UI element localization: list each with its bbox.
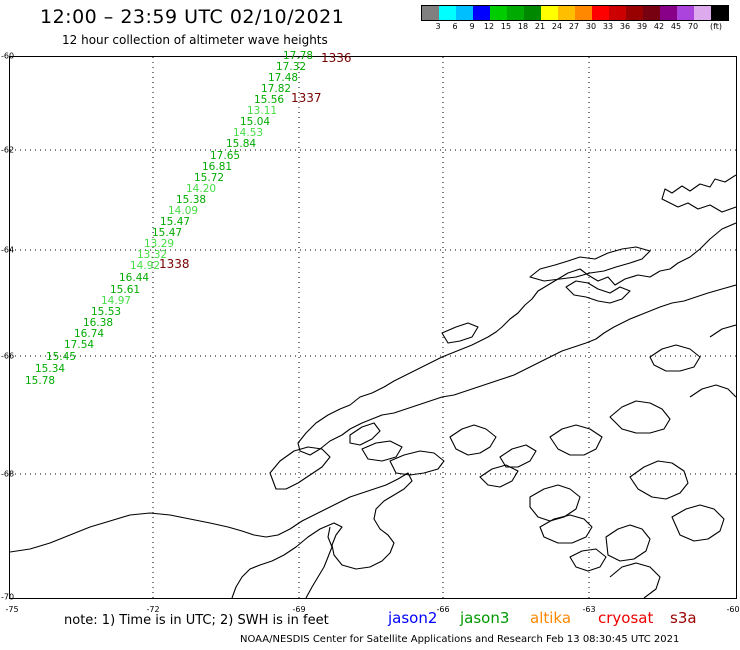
legend-tick-label: 39	[636, 22, 648, 31]
legend-tick-label: 33	[602, 22, 614, 31]
latitude-label: -68	[1, 469, 15, 479]
legend-tick-label: 6	[452, 22, 458, 31]
units-note: note: 1) Time is in UTC; 2) SWH is in fe…	[64, 613, 329, 628]
color-scale-legend	[421, 5, 729, 21]
longitude-label: -69	[292, 605, 306, 614]
legend-tick-label: 3	[435, 22, 441, 31]
swh-observation-label: 16.44	[119, 272, 150, 284]
swh-observation-label: 16.38	[83, 317, 114, 329]
longitude-label: -72	[146, 605, 160, 614]
swh-observation-label: 16.81	[202, 161, 233, 173]
legend-swatch	[439, 6, 456, 20]
longitude-label: -66	[436, 605, 450, 614]
coastline	[10, 174, 736, 598]
swh-observation-label: 15.72	[194, 172, 225, 184]
legend-swatch	[592, 6, 609, 20]
legend-swatch	[507, 6, 524, 20]
legend-swatch	[694, 6, 711, 20]
legend-swatch	[660, 6, 677, 20]
swh-observation-label: 14.20	[186, 183, 217, 195]
legend-tick-label: 27	[568, 22, 580, 31]
legend-swatch	[711, 6, 728, 20]
legend-swatch	[524, 6, 541, 20]
swh-observation-label: 17.65	[210, 150, 241, 162]
legend-tick-label: 21	[534, 22, 546, 31]
swh-observation-label: 15.47	[160, 216, 191, 228]
legend-swatch	[643, 6, 660, 20]
legend-swatch	[626, 6, 643, 20]
swh-observation-label: 14.09	[168, 205, 199, 217]
satellite-name-jason2: jason2	[388, 609, 438, 627]
legend-tick-label: 24	[551, 22, 563, 31]
legend-tick-label: 45	[670, 22, 682, 31]
legend-tick-label: 9	[469, 22, 475, 31]
legend-swatch	[422, 6, 439, 20]
legend-tick-label: 70	[687, 22, 699, 31]
pass-number-label: 1336	[321, 51, 352, 65]
latitude-label: -60	[1, 51, 15, 61]
swh-observation-label: 13.32	[137, 249, 168, 261]
map-canvas[interactable]	[10, 57, 736, 598]
pass-number-label: 1337	[291, 91, 322, 105]
legend-swatch	[677, 6, 694, 20]
longitude-label: -60	[726, 605, 740, 614]
swh-observation-label: 13.29	[144, 238, 175, 250]
swh-observation-label: 15.53	[91, 306, 122, 318]
swh-observation-label: 15.61	[110, 284, 141, 296]
legend-swatch	[609, 6, 626, 20]
map-frame[interactable]	[9, 56, 737, 599]
legend-swatch	[558, 6, 575, 20]
swh-observation-label: 15.04	[240, 116, 271, 128]
legend-swatch	[575, 6, 592, 20]
legend-tick-label: 42	[653, 22, 665, 31]
satellite-name-altika: altika	[530, 609, 572, 627]
legend-tick-label: 18	[517, 22, 529, 31]
swh-observation-label: 14.92	[130, 260, 161, 272]
swh-observation-label: 15.38	[176, 194, 207, 206]
swh-observation-label: 15.45	[46, 351, 77, 363]
graticule	[10, 57, 736, 598]
latitude-label: -66	[1, 351, 15, 361]
page-title: 12:00 – 23:59 UTC 02/10/2021	[40, 6, 345, 28]
swh-observation-label: 15.34	[35, 363, 66, 375]
swh-observation-label: 14.53	[233, 127, 264, 139]
swh-observation-label: 13.11	[247, 105, 278, 117]
satellite-name-jason3: jason3	[460, 609, 510, 627]
swh-observation-label: 15.47	[152, 227, 183, 239]
latitude-label: -62	[1, 145, 15, 155]
legend-tick-label: 15	[500, 22, 512, 31]
legend-swatch	[490, 6, 507, 20]
satellite-name-s3a: s3a	[670, 609, 697, 627]
swh-observation-label: 17.82	[261, 83, 292, 95]
longitude-label: -75	[5, 605, 19, 614]
pass-number-label: 1338	[159, 257, 190, 271]
legend-swatch	[456, 6, 473, 20]
satellite-name-cryosat: cryosat	[598, 609, 654, 627]
swh-observation-label: 15.56	[254, 94, 285, 106]
legend-tick-label: 36	[619, 22, 631, 31]
swh-observation-label: 14.97	[101, 295, 132, 307]
legend-tick-label: 12	[483, 22, 495, 31]
swh-observation-label: 17.54	[64, 339, 95, 351]
swh-observation-label: 15.84	[226, 138, 257, 150]
latitude-label: -70	[1, 592, 15, 602]
latitude-label: -64	[1, 245, 15, 255]
longitude-label: -63	[582, 605, 596, 614]
swh-observation-label: 16.74	[74, 328, 105, 340]
swh-observation-label: 17.32	[276, 61, 307, 73]
legend-tick-label: (ft)	[709, 22, 723, 31]
legend-tick-label: 30	[585, 22, 597, 31]
legend-swatch	[473, 6, 490, 20]
credit-footer: NOAA/NESDIS Center for Satellite Applica…	[240, 634, 680, 645]
swh-observation-label: 17.78	[283, 50, 314, 62]
page-subtitle: 12 hour collection of altimeter wave hei…	[62, 33, 328, 47]
swh-observation-label: 15.78	[25, 375, 56, 387]
legend-swatch	[541, 6, 558, 20]
swh-observation-label: 17.48	[268, 72, 299, 84]
